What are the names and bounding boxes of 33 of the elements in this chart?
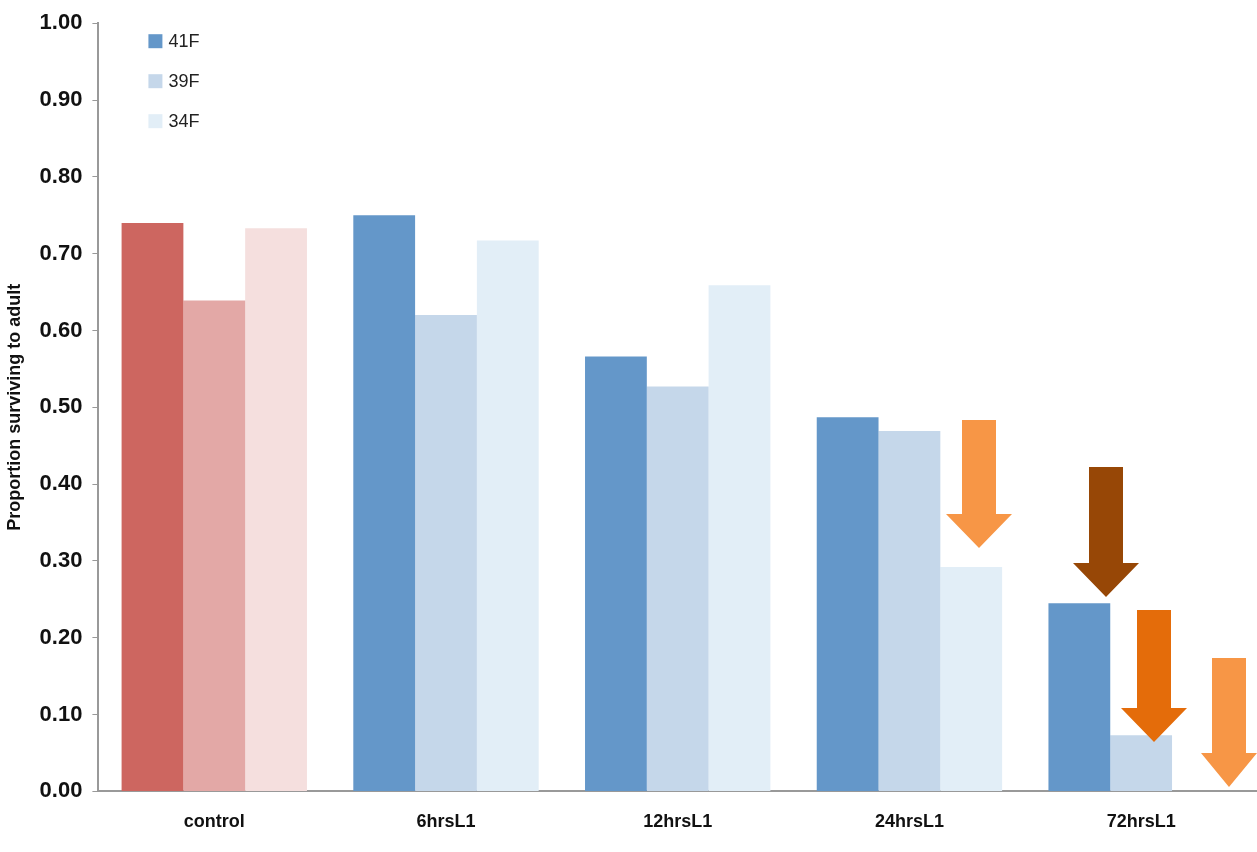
bar xyxy=(878,431,941,791)
bar xyxy=(415,315,477,791)
y-tick-label: 0.20 xyxy=(39,623,83,649)
y-tick-label: 0.70 xyxy=(39,239,83,265)
y-tick-label: 0.10 xyxy=(39,700,83,726)
y-tick-label: 0.00 xyxy=(39,777,83,803)
y-tick-label: 0.80 xyxy=(39,162,83,188)
x-tick-label: 24hrsL1 xyxy=(874,811,944,832)
bar xyxy=(940,567,1003,791)
legend-label: 41F xyxy=(168,31,200,52)
bar xyxy=(1048,603,1111,791)
bar xyxy=(476,240,539,791)
bar xyxy=(816,417,879,791)
bar xyxy=(121,222,184,791)
bar xyxy=(353,215,416,791)
legend-label: 39F xyxy=(168,71,200,92)
y-tick-label: 0.30 xyxy=(39,547,83,572)
y-tick-label: 0.50 xyxy=(39,393,83,419)
bar xyxy=(183,300,246,791)
bar xyxy=(646,386,709,791)
y-tick-label: 0.90 xyxy=(39,86,83,112)
bar xyxy=(245,228,307,791)
y-axis-title: Proportion surviving to adult xyxy=(3,283,24,531)
bar xyxy=(708,285,771,791)
x-tick-label: control xyxy=(183,811,245,832)
y-tick-label: 0.40 xyxy=(39,470,83,496)
bar xyxy=(585,356,647,791)
y-tick-label: 0.60 xyxy=(39,316,83,342)
y-tick-label: 1.00 xyxy=(39,9,83,35)
legend-label: 34F xyxy=(168,111,200,132)
x-tick-label: 6hrsL1 xyxy=(416,811,476,832)
x-tick-label: 12hrsL1 xyxy=(643,811,713,832)
x-tick-label: 72hrsL1 xyxy=(1106,811,1176,832)
